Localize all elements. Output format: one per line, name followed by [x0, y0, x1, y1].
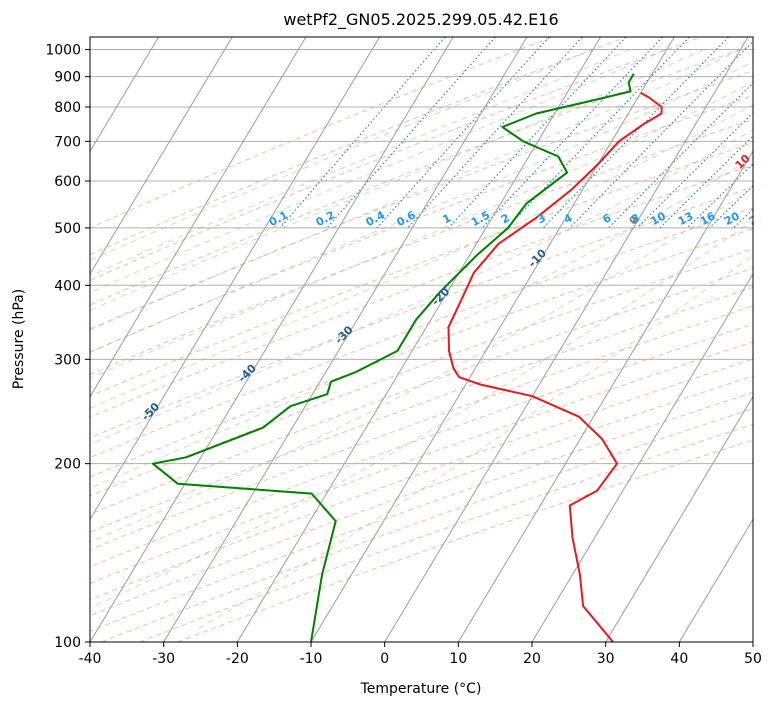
dry-adiabat-line [90, 118, 753, 376]
y-tick-label: 100 [54, 635, 81, 651]
mixing-ratio-line [506, 37, 690, 229]
dry-adiabat-line [90, 37, 553, 229]
y-tick-label: 600 [54, 174, 81, 190]
moist-adiabat-line [90, 61, 753, 353]
mixing-ratio-label: 0.6 [395, 208, 419, 229]
x-axis-label: Temperature (°C) [360, 681, 482, 697]
x-tick-label: -20 [226, 651, 249, 667]
dry-adiabat-line [139, 424, 753, 642]
dry-adiabat-line [177, 439, 753, 642]
x-tick-label: -40 [79, 651, 102, 667]
skewed-isotherm-line [90, 37, 454, 642]
mixing-ratio-label: 4 [562, 211, 575, 226]
moist-adiabat-line [90, 129, 753, 445]
mixing-ratio-line [481, 37, 663, 229]
y-tick-label: 1000 [45, 43, 81, 59]
mixing-ratio-line [686, 163, 753, 229]
skewed-isotherm-line [531, 272, 753, 642]
skewed-isotherm-line [163, 37, 528, 642]
skewed-isotherm-line [310, 37, 675, 642]
mixing-ratio-line [733, 208, 753, 229]
isotherm-label: -50 [139, 400, 162, 423]
mixing-ratio-line [376, 37, 550, 229]
moist-adiabat-line [90, 49, 594, 261]
dry-adiabat-line [90, 94, 753, 353]
mixing-ratio-line [407, 37, 583, 229]
mixing-ratio-line [709, 184, 753, 229]
mixing-ratio-label: 3 [535, 211, 548, 226]
y-tick-label: 200 [54, 457, 81, 473]
isotherm-label: -30 [332, 323, 355, 346]
x-tick-label: 30 [597, 651, 615, 667]
moist-adiabat-line [90, 49, 631, 277]
y-axis-label: Pressure (hPa) [11, 289, 27, 389]
dry-adiabat-line [90, 207, 753, 459]
moist-adiabat-line [90, 104, 753, 409]
isotherm-label: 10 [733, 152, 753, 172]
y-tick-label: 900 [54, 70, 81, 86]
mixing-ratio-label: 1.5 [469, 208, 492, 229]
mixing-ratio-label: 0.2 [314, 208, 337, 229]
mixing-ratio-label: 30 [767, 209, 775, 228]
skewed-isotherm-line [0, 37, 11, 642]
skewed-isotherm-line [752, 641, 753, 642]
skewed-isotherm-line [457, 150, 753, 642]
chart-title: wetPf2_GN05.2025.299.05.42.E16 [283, 10, 558, 30]
skewed-isotherm-line [678, 518, 753, 642]
moist-adiabat-line [90, 220, 753, 609]
dry-adiabat-line [90, 37, 702, 281]
plot-frame [89, 36, 754, 643]
skewed-isotherm-line [384, 37, 749, 642]
skewed-isotherm-line [90, 37, 381, 521]
isotherm-label: -40 [236, 362, 259, 385]
skewed-isotherm-line [90, 37, 160, 153]
temperature-profile-line [447, 92, 663, 642]
skewed-isotherm-line [236, 37, 602, 642]
y-tick-label: 700 [54, 134, 81, 150]
x-tick-label: -10 [300, 651, 323, 667]
moist-adiabat-line [90, 49, 741, 331]
mixing-ratio-line [448, 37, 627, 229]
mixing-ratio-label: 0.4 [364, 208, 388, 229]
mixing-ratio-label: 25 [747, 209, 767, 228]
mixing-ratio-label: 13 [676, 209, 696, 228]
mixing-ratio-label: 10 [648, 209, 668, 228]
dry-adiabat-line [90, 391, 753, 632]
mixing-ratio-line [542, 37, 729, 229]
mixing-ratio-line [608, 82, 753, 229]
skewed-isotherm-line [90, 37, 307, 398]
moist-adiabat-line [90, 187, 753, 543]
moist-adiabat-line [90, 49, 704, 311]
dry-adiabat-line [90, 37, 627, 256]
dewpoint-profile-line [151, 73, 635, 642]
skewed-isotherm-line [90, 37, 233, 275]
y-tick-label: 800 [54, 100, 81, 116]
dry-adiabat-line [101, 408, 753, 642]
y-tick-label: 400 [54, 278, 81, 294]
y-tick-label: 300 [54, 352, 81, 368]
dry-adiabat-line [90, 164, 753, 418]
dry-adiabat-line [90, 323, 753, 568]
dry-adiabat-line [90, 44, 753, 306]
x-tick-label: -30 [152, 651, 175, 667]
y-tick-label: 500 [54, 221, 81, 237]
dry-adiabat-line [90, 305, 753, 551]
skewed-isotherm-line [605, 395, 753, 642]
x-tick-label: 20 [523, 651, 541, 667]
x-tick-label: 0 [380, 651, 389, 667]
x-tick-label: 50 [744, 651, 762, 667]
dry-adiabat-line [90, 286, 753, 533]
x-tick-label: 10 [449, 651, 467, 667]
mixing-ratio-label: 20 [722, 209, 742, 228]
dry-adiabat-line [90, 358, 753, 601]
mixing-ratio-label: 16 [698, 209, 718, 228]
mixing-ratio-line [758, 37, 775, 228]
moist-adiabat-line [90, 81, 753, 379]
moist-adiabat-line [90, 156, 753, 489]
x-tick-label: 40 [670, 651, 688, 667]
